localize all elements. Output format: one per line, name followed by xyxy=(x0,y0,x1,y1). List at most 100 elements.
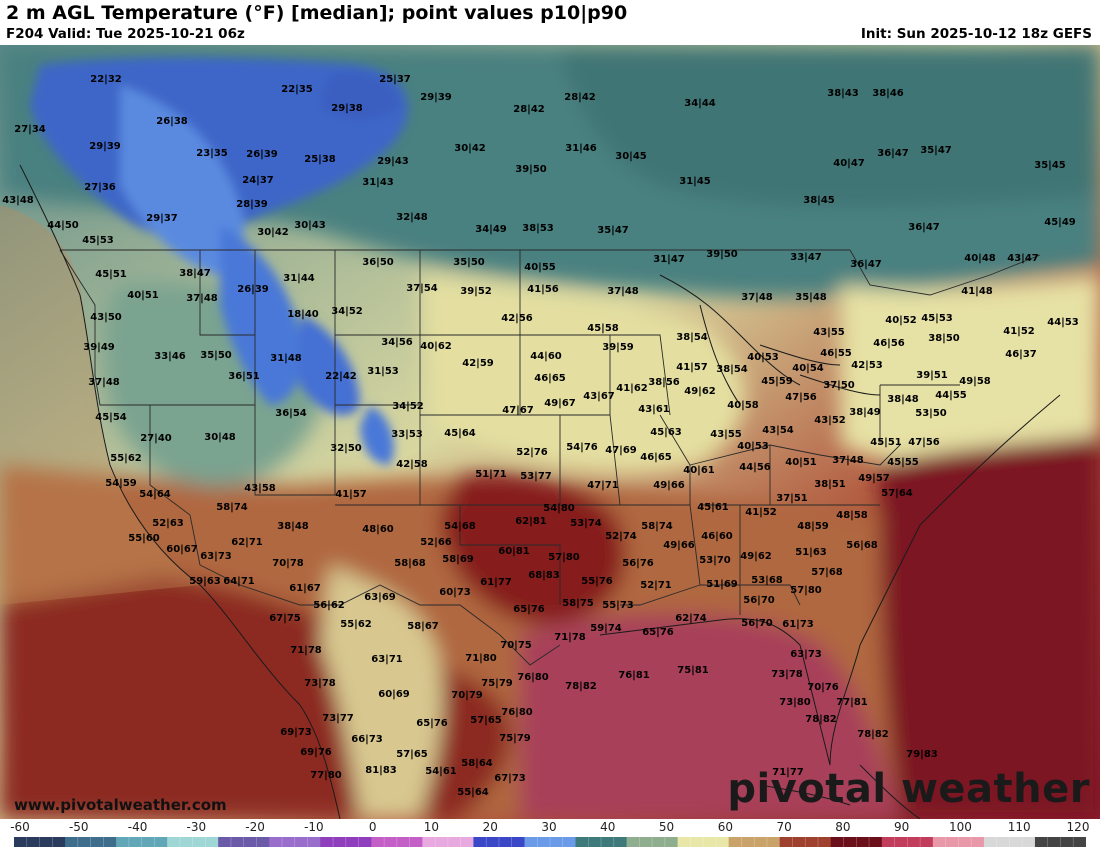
point-value: 45|61 xyxy=(697,502,729,513)
point-value: 38|53 xyxy=(522,223,554,234)
point-value: 44|60 xyxy=(530,351,562,362)
point-value: 28|42 xyxy=(564,92,596,103)
point-value: 65|76 xyxy=(416,718,448,729)
point-value: 53|50 xyxy=(915,408,947,419)
point-value: 58|64 xyxy=(461,758,493,769)
point-value: 34|44 xyxy=(684,98,716,109)
point-value: 57|65 xyxy=(396,749,428,760)
colorbar-ticks: -60 -50 -40 -30 -20 -10 0 10 20 30 40 50 60 70 80 90 100… xyxy=(0,819,1100,835)
point-value: 63|71 xyxy=(371,654,403,665)
point-value: 65|76 xyxy=(642,627,674,638)
point-value: 67|75 xyxy=(269,613,301,624)
point-value: 81|83 xyxy=(365,765,397,776)
point-value: 40|58 xyxy=(727,400,759,411)
point-value: 34|56 xyxy=(381,337,413,348)
point-value: 73|80 xyxy=(779,697,811,708)
colorbar-tick-label: -20 xyxy=(245,820,265,834)
point-value: 63|73 xyxy=(200,551,232,562)
point-values: 22|32 22|35 25|37 29|39 28|42 28|42 34|44 38|43… xyxy=(2,74,1079,798)
point-value: 32|48 xyxy=(396,212,428,223)
point-value: 58|69 xyxy=(442,554,474,565)
colorbar-tick-label: 80 xyxy=(835,820,851,834)
point-value: 36|47 xyxy=(877,148,909,159)
point-value: 41|52 xyxy=(1003,326,1035,337)
point-value: 71|77 xyxy=(772,767,804,778)
point-value: 40|53 xyxy=(737,441,769,452)
point-value: 27|34 xyxy=(14,124,46,135)
point-value: 77|80 xyxy=(310,770,342,781)
website-label: www.pivotalweather.com xyxy=(14,796,227,814)
point-value: 44|55 xyxy=(935,390,967,401)
point-value: 29|39 xyxy=(89,141,121,152)
point-value: 36|51 xyxy=(228,371,260,382)
point-value: 52|76 xyxy=(516,447,548,458)
point-value: 44|50 xyxy=(47,220,79,231)
point-value: 68|83 xyxy=(528,570,560,581)
point-value: 38|54 xyxy=(716,364,748,375)
point-value: 52|66 xyxy=(420,537,452,548)
point-value: 43|47 xyxy=(1007,253,1039,264)
point-value: 31|47 xyxy=(653,254,685,265)
colorbar-segment xyxy=(983,837,1036,847)
point-value: 38|54 xyxy=(676,332,708,343)
point-value: 37|54 xyxy=(406,283,438,294)
temperature-map[interactable]: 22|32 22|35 25|37 29|39 28|42 28|42 34|44 38|43… xyxy=(0,45,1100,819)
point-value: 32|50 xyxy=(330,443,362,454)
colorbar-segment xyxy=(932,837,985,847)
point-value: 29|39 xyxy=(420,92,452,103)
point-value: 37|50 xyxy=(823,380,855,391)
point-value: 57|65 xyxy=(470,715,502,726)
point-value: 56|68 xyxy=(846,540,878,551)
point-value: 79|83 xyxy=(906,749,938,760)
colorbar-tick-label: 10 xyxy=(423,820,440,834)
colorbar-tick-label: -10 xyxy=(304,820,324,834)
point-value: 47|71 xyxy=(587,480,619,491)
point-value: 26|39 xyxy=(246,149,278,160)
point-value: 43|48 xyxy=(2,195,34,206)
point-value: 29|37 xyxy=(146,213,178,224)
point-value: 75|79 xyxy=(481,678,513,689)
point-value: 52|74 xyxy=(605,531,637,542)
point-value: 63|73 xyxy=(790,649,822,660)
point-value: 34|49 xyxy=(475,224,507,235)
point-value: 36|54 xyxy=(275,408,307,419)
point-value: 41|62 xyxy=(616,383,648,394)
point-value: 46|37 xyxy=(1005,349,1037,360)
point-value: 34|52 xyxy=(392,401,424,412)
point-value: 33|53 xyxy=(391,429,423,440)
point-value: 37|48 xyxy=(832,455,864,466)
coastlines xyxy=(19,164,1061,819)
point-value: 27|36 xyxy=(84,182,116,193)
point-value: 59|74 xyxy=(590,623,622,634)
point-value: 26|39 xyxy=(237,284,269,295)
point-value: 54|80 xyxy=(543,503,575,514)
point-value: 55|64 xyxy=(457,787,489,798)
point-value: 53|77 xyxy=(520,471,552,482)
point-value: 39|50 xyxy=(515,164,547,175)
point-value: 37|51 xyxy=(776,493,808,504)
colorbar-segment xyxy=(728,837,781,847)
point-value: 76|80 xyxy=(501,707,533,718)
point-value: 56|70 xyxy=(743,595,775,606)
point-value: 71|80 xyxy=(465,653,497,664)
point-value: 49|66 xyxy=(653,480,685,491)
point-value: 42|53 xyxy=(851,360,883,371)
point-value: 61|67 xyxy=(289,583,321,594)
point-value: 38|50 xyxy=(928,333,960,344)
point-value: 54|76 xyxy=(566,442,598,453)
colorbar-tick-label: 100 xyxy=(948,820,972,834)
point-value: 35|48 xyxy=(795,292,827,303)
colorbar-tick-label: 70 xyxy=(776,820,792,834)
colorbar-segment xyxy=(371,837,423,847)
point-value: 31|46 xyxy=(565,143,597,154)
colorbar-segment xyxy=(269,837,321,847)
point-value: 40|47 xyxy=(833,158,865,169)
point-value: 35|47 xyxy=(920,145,952,156)
point-value: 29|38 xyxy=(331,103,363,114)
point-value: 38|48 xyxy=(887,394,919,405)
point-value: 35|45 xyxy=(1034,160,1066,171)
point-value: 38|48 xyxy=(277,521,309,532)
point-value: 37|48 xyxy=(186,293,218,304)
point-value: 43|58 xyxy=(244,483,276,494)
point-value: 47|56 xyxy=(908,437,940,448)
